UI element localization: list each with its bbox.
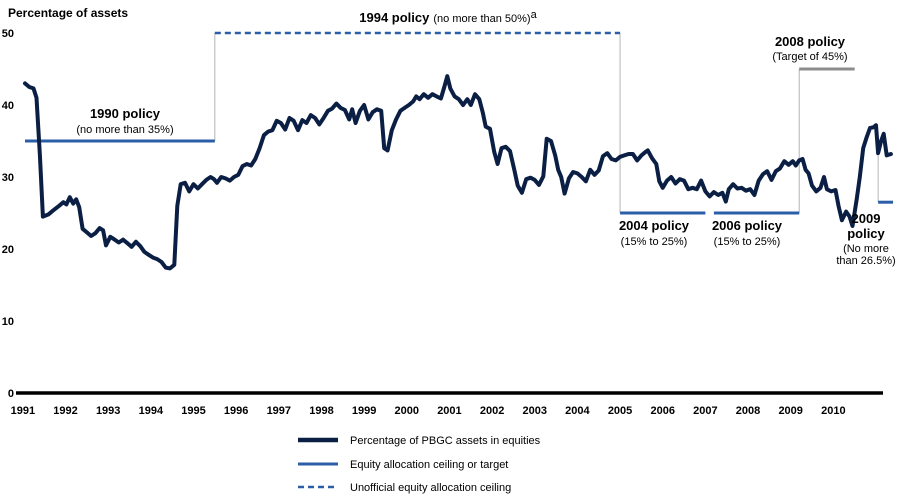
y-tick-50: 50	[2, 28, 14, 40]
x-tick-1998: 1998	[309, 405, 333, 417]
policy-1990-title: 1990 policy	[90, 106, 161, 121]
x-tick-2010: 2010	[821, 405, 845, 417]
policy-connectors	[214, 33, 879, 213]
policy-1994-subtitle: (no more than 50%)	[433, 13, 530, 25]
x-tick-1999: 1999	[352, 405, 376, 417]
policy-2004-label: 2004 policy (15% to 25%)	[619, 218, 690, 248]
policy-2009-label: 2009 policy (No more than 26.5%)	[836, 211, 895, 267]
policy-1994-footnote: a	[531, 9, 538, 21]
x-tick-1997: 1997	[267, 405, 291, 417]
policy-1994-label: 1994 policy (no more than 50%)a	[359, 9, 537, 25]
policy-1994-text: 1994 policy (no more than 50%)a	[359, 9, 537, 25]
x-tick-2000: 2000	[395, 405, 419, 417]
policy-2004-subtitle: (15% to 25%)	[621, 236, 688, 248]
legend-label-ceiling: Equity allocation ceiling or target	[350, 459, 508, 471]
x-tick-1991: 1991	[11, 405, 35, 417]
x-tick-2005: 2005	[608, 405, 632, 417]
x-tick-1995: 1995	[181, 405, 205, 417]
x-tick-2002: 2002	[480, 405, 504, 417]
policy-2004-title: 2004 policy	[619, 218, 690, 233]
legend-label-equities: Percentage of PBGC assets in equities	[350, 435, 541, 447]
policy-2009-subtitle: (No more	[843, 243, 889, 255]
x-tick-2001: 2001	[437, 405, 461, 417]
policy-2008-subtitle: (Target of 45%)	[772, 51, 847, 63]
policy-1990-subtitle: (no more than 35%)	[76, 124, 173, 136]
y-tick-10: 10	[2, 316, 14, 328]
x-tick-labels: 1991 1992 1993 1994 1995 1996 1997 1998 1999 2000…	[11, 405, 846, 417]
policy-1994-title: 1994 policy	[359, 10, 430, 25]
policy-2008-label: 2008 policy (Target of 45%)	[772, 34, 847, 63]
y-tick-40: 40	[2, 100, 14, 112]
x-tick-2008: 2008	[736, 405, 760, 417]
policy-2006-subtitle: (15% to 25%)	[714, 236, 781, 248]
series-line-equities	[23, 74, 893, 271]
legend: Percentage of PBGC assets in equities Eq…	[298, 435, 541, 494]
legend-label-unofficial: Unofficial equity allocation ceiling	[350, 482, 511, 494]
policy-2006-title: 2006 policy	[712, 218, 783, 233]
y-tick-20: 20	[2, 244, 14, 256]
policy-2008-title: 2008 policy	[775, 34, 846, 49]
x-tick-1992: 1992	[53, 405, 77, 417]
y-tick-0: 0	[8, 388, 14, 400]
x-tick-1993: 1993	[96, 405, 120, 417]
policy-2009-subtitle-line2: than 26.5%)	[836, 255, 895, 267]
policy-2006-label: 2006 policy (15% to 25%)	[712, 218, 783, 248]
x-tick-2003: 2003	[523, 405, 547, 417]
x-tick-2004: 2004	[565, 405, 590, 417]
x-tick-1996: 1996	[224, 405, 248, 417]
policy-2009-title: 2009	[852, 211, 881, 226]
x-tick-2006: 2006	[650, 405, 674, 417]
y-tick-labels: 0 10 20 30 40 50	[2, 28, 14, 400]
x-tick-1994: 1994	[139, 405, 164, 417]
policy-2009-title-line2: policy	[847, 226, 885, 241]
y-axis-title: Percentage of assets	[8, 6, 128, 20]
policy-lines	[25, 31, 894, 215]
series-group	[23, 74, 893, 271]
policy-1990-label: 1990 policy (no more than 35%)	[76, 106, 173, 136]
x-tick-2007: 2007	[693, 405, 717, 417]
y-tick-30: 30	[2, 172, 14, 184]
x-tick-2009: 2009	[778, 405, 802, 417]
